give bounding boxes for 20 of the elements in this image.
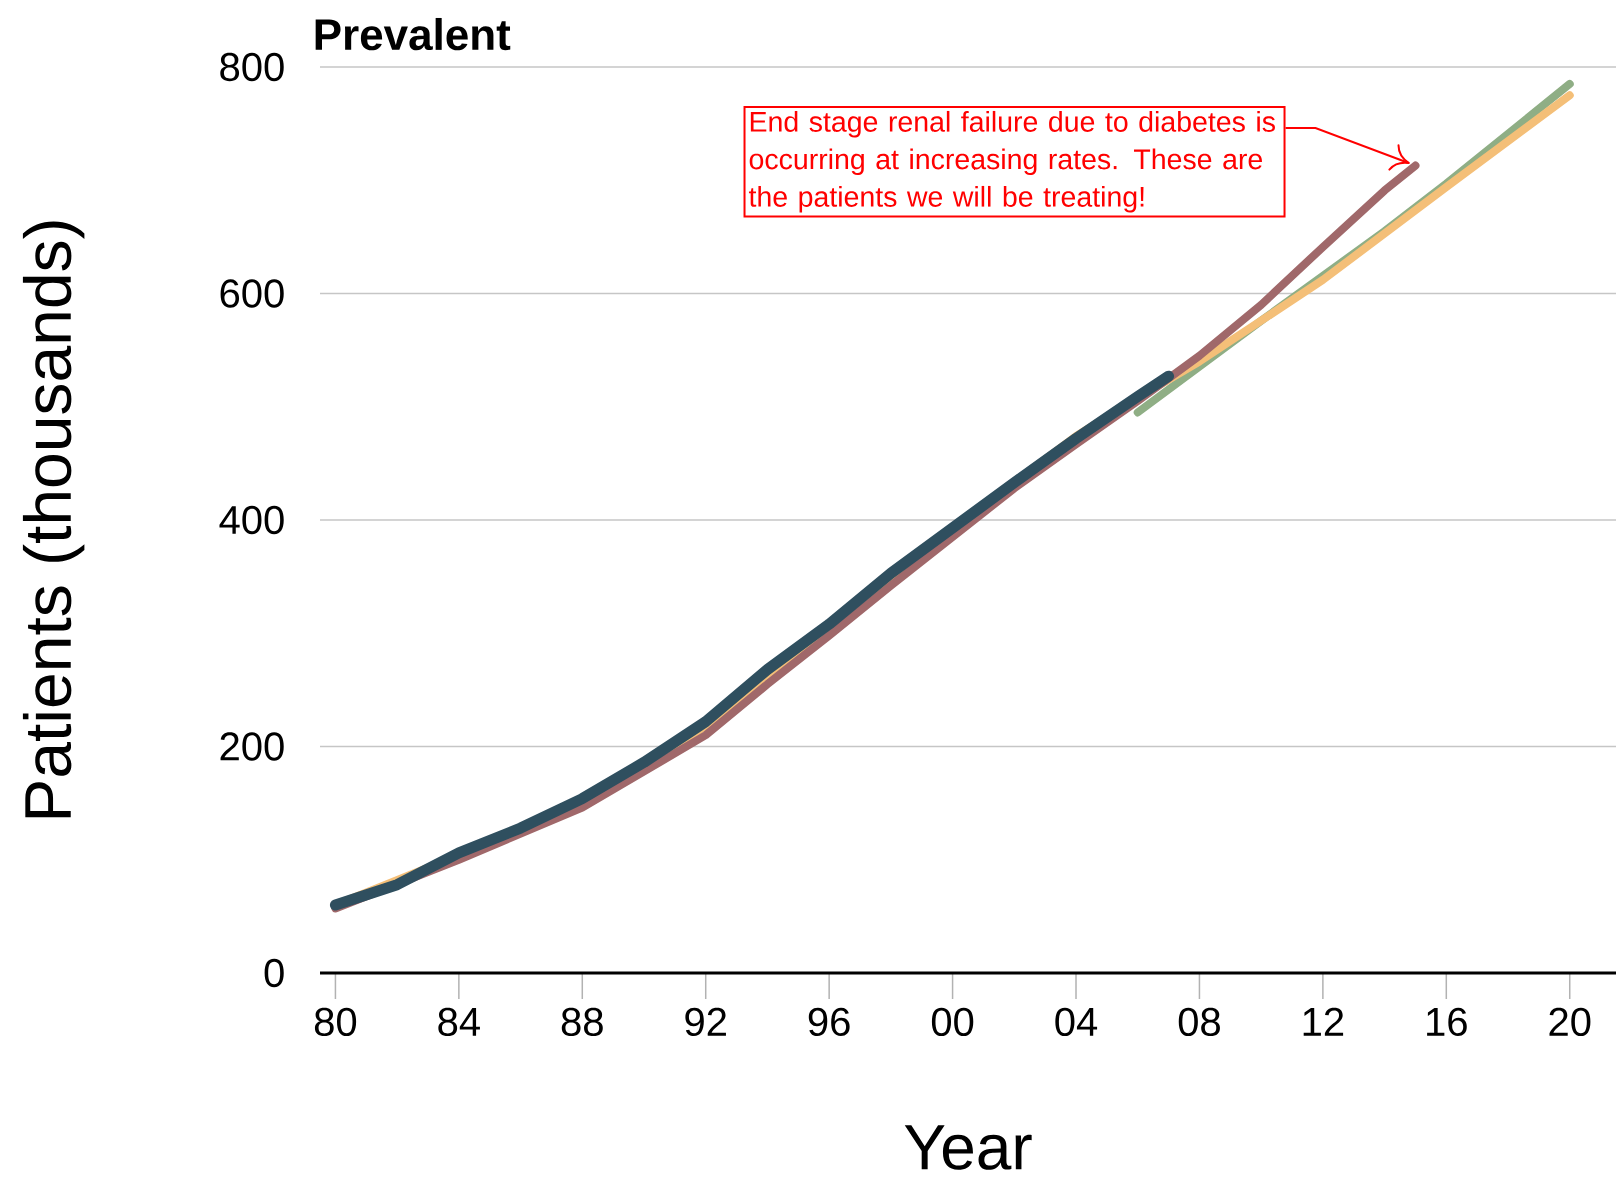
x-tick-label: 00 [931, 1007, 974, 1037]
x-tick-label: 08 [1178, 1007, 1220, 1037]
y-tick-label: 600 [220, 279, 284, 308]
x-tick-label: 20 [1549, 1007, 1591, 1037]
x-tick-label: 88 [561, 1007, 603, 1037]
y-tick-label: 0 [264, 958, 284, 988]
y-tick-label: 200 [220, 732, 284, 761]
y-tick-label: 400 [219, 505, 284, 535]
x-tick-label: 96 [808, 1007, 850, 1037]
x-tick-label: 16 [1427, 1007, 1467, 1037]
y-axis-title: Patients (thousands) [22, 221, 85, 818]
x-tick-label: 92 [685, 1007, 726, 1037]
x-tick-label: 80 [314, 1007, 357, 1037]
x-tick-label: 04 [1055, 1007, 1098, 1037]
annotation: End stage renal failure due to diabetes is occurring at increasing rates. These are the patients we will be treating! [748, 110, 1275, 213]
x-tick-label: 12 [1303, 1007, 1344, 1036]
chart-title: Prevalent [315, 17, 511, 51]
x-axis-title: Year [904, 1125, 1032, 1170]
x-tick-label: 84 [438, 1007, 480, 1037]
y-tick-label: 800 [220, 52, 284, 82]
